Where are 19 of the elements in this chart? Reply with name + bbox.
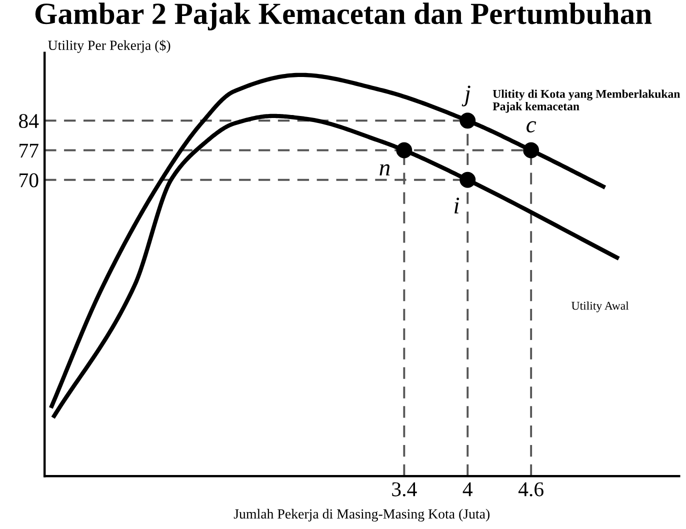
point [396, 142, 412, 158]
annotation: Utility Awal [572, 301, 629, 312]
annotation: i [454, 198, 460, 214]
x-tick-label: 4.6 [518, 482, 544, 496]
y-tick-label: 84 [18, 114, 39, 128]
y-axis-title: Utility Per Pekerja ($) [48, 40, 170, 53]
x-tick-label: 4 [462, 482, 473, 496]
y-tick-label: 77 [20, 144, 38, 158]
point [460, 112, 476, 129]
x-tick-label: 3.4 [392, 482, 417, 496]
annotation: n [380, 164, 390, 176]
annotation: c [526, 121, 536, 133]
point [460, 172, 476, 188]
y-tick-label: 70 [20, 173, 38, 188]
annotation: j [462, 86, 470, 106]
chart-title: Gambar 2 Pajak Kemacetan dan Pertumbuhan [35, 2, 652, 30]
x-axis-title: Jumlah Pekerja di Masing-Masing Kota (Juta) [234, 508, 490, 522]
annotation: Ulitity di Kota yang Memberlakukan Pajak kemacetan [492, 90, 680, 113]
point [523, 142, 540, 158]
